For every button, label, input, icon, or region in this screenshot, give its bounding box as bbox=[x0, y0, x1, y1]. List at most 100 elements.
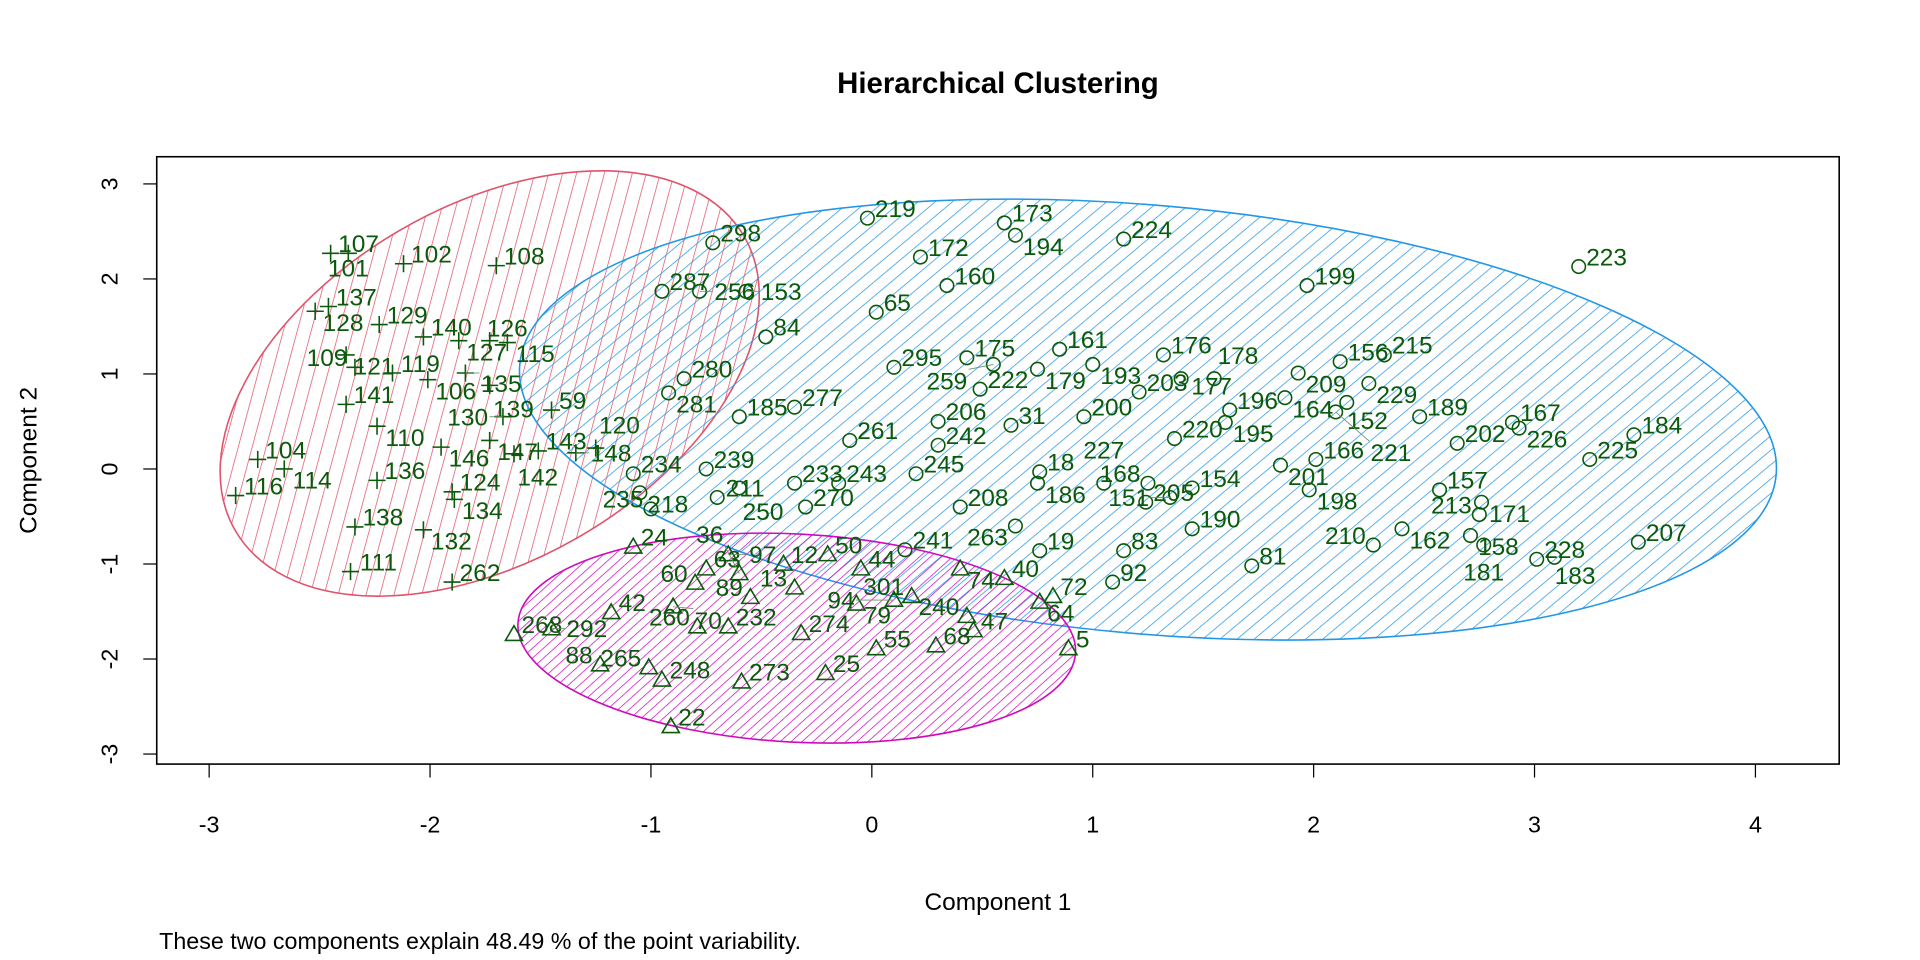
plus-marker bbox=[587, 439, 605, 457]
data-point: 219 bbox=[859, 196, 916, 226]
data-point: 196 bbox=[1222, 388, 1278, 418]
plus-marker bbox=[370, 315, 388, 334]
label-leader-line bbox=[968, 364, 994, 370]
y-tick-label: 0 bbox=[97, 462, 123, 475]
plus-marker bbox=[346, 358, 364, 376]
point-label: 106 bbox=[435, 378, 476, 405]
data-point: 172 bbox=[912, 235, 969, 265]
data-point: 142 bbox=[505, 445, 558, 492]
circle-marker bbox=[632, 485, 648, 501]
data-point: 190 bbox=[1184, 507, 1240, 537]
data-point: 132 bbox=[414, 521, 472, 555]
plus-marker bbox=[337, 395, 355, 413]
point-label: 243 bbox=[846, 461, 887, 488]
cluster-2-ellipse bbox=[518, 198, 1778, 641]
point-label: 189 bbox=[1427, 394, 1468, 421]
data-point: 153 bbox=[738, 279, 802, 306]
plus-marker bbox=[498, 334, 516, 352]
data-point: 193 bbox=[1085, 356, 1141, 390]
point-label: 242 bbox=[946, 423, 987, 450]
data-point: 240 bbox=[918, 594, 977, 624]
circle-marker bbox=[996, 215, 1012, 231]
point-label: 273 bbox=[749, 660, 790, 687]
circle-marker bbox=[1029, 475, 1046, 491]
plus-marker bbox=[322, 244, 340, 262]
point-label: 128 bbox=[323, 310, 364, 337]
point-label: 262 bbox=[460, 560, 501, 587]
plus-marker bbox=[487, 257, 505, 275]
data-point: 201 bbox=[1272, 457, 1329, 491]
data-point: 234 bbox=[625, 452, 682, 482]
point-label: 233 bbox=[802, 461, 843, 488]
circle-marker bbox=[709, 489, 725, 506]
point-label: 263 bbox=[967, 525, 1008, 552]
data-point: 147 bbox=[481, 431, 538, 466]
circle-marker bbox=[1571, 259, 1587, 275]
data-point: 177 bbox=[1173, 371, 1232, 401]
point-label: 44 bbox=[868, 547, 895, 574]
point-label: 161 bbox=[1067, 327, 1108, 354]
circle-marker bbox=[842, 432, 858, 449]
plus-marker bbox=[346, 518, 364, 536]
plus-marker bbox=[450, 332, 468, 350]
plus-marker bbox=[337, 346, 355, 364]
circle-marker bbox=[930, 413, 946, 430]
x-tick-label: 0 bbox=[865, 812, 878, 838]
circle-marker bbox=[930, 437, 946, 453]
plot-frame bbox=[155, 155, 1840, 765]
triangle-marker bbox=[956, 606, 977, 624]
plus-marker bbox=[319, 297, 337, 316]
point-label: 110 bbox=[385, 425, 424, 452]
point-label: 130 bbox=[447, 404, 488, 431]
circle-marker bbox=[1332, 354, 1348, 370]
plus-marker bbox=[529, 442, 547, 460]
data-point: 110 bbox=[368, 417, 424, 452]
plus-marker bbox=[443, 573, 461, 591]
label-leader-line bbox=[724, 545, 740, 574]
point-label: 295 bbox=[901, 345, 942, 372]
data-point: 227 bbox=[1083, 438, 1124, 491]
data-point: 171 bbox=[1473, 494, 1530, 528]
point-label: 102 bbox=[411, 242, 452, 269]
triangle-marker bbox=[601, 602, 622, 620]
data-point: 65 bbox=[868, 290, 911, 320]
data-point: 12 bbox=[773, 542, 818, 571]
data-point: 47 bbox=[963, 608, 1008, 638]
point-label: 141 bbox=[354, 382, 395, 409]
triangle-marker bbox=[850, 558, 871, 576]
data-point: 137 bbox=[319, 284, 377, 316]
data-point: 202 bbox=[1449, 421, 1506, 451]
circle-marker bbox=[625, 466, 641, 482]
data-point: 114 bbox=[275, 460, 332, 495]
y-axis-label: Component 2 bbox=[16, 387, 43, 534]
triangle-marker bbox=[729, 563, 750, 581]
data-point: 108 bbox=[487, 243, 545, 275]
data-point: 19 bbox=[1032, 528, 1074, 559]
data-point: 220 bbox=[1166, 416, 1223, 447]
point-label: 147 bbox=[497, 439, 538, 466]
circle-marker bbox=[1328, 404, 1344, 420]
triangle-marker bbox=[1043, 586, 1063, 604]
point-label: 157 bbox=[1447, 468, 1488, 495]
circle-marker bbox=[1140, 475, 1156, 491]
data-point: 25 bbox=[815, 651, 860, 681]
point-label: 120 bbox=[599, 412, 640, 439]
plus-marker bbox=[481, 431, 499, 450]
circle-marker bbox=[1085, 356, 1101, 372]
point-label: 139 bbox=[493, 396, 534, 423]
data-point: 270 bbox=[798, 485, 854, 515]
data-point: 143 bbox=[529, 429, 587, 460]
point-label: 226 bbox=[1527, 427, 1568, 454]
triangle-marker bbox=[740, 587, 761, 605]
circle-marker bbox=[758, 329, 774, 345]
circle-marker bbox=[1052, 341, 1068, 357]
circle-marker bbox=[1105, 574, 1121, 590]
data-point: 213 bbox=[1431, 492, 1487, 523]
point-label: 109 bbox=[307, 345, 348, 372]
triangle-marker bbox=[638, 657, 659, 675]
data-point: 60 bbox=[660, 561, 706, 590]
triangle-marker bbox=[925, 635, 946, 653]
circle-marker bbox=[1471, 507, 1487, 523]
data-point: 128 bbox=[306, 302, 364, 337]
